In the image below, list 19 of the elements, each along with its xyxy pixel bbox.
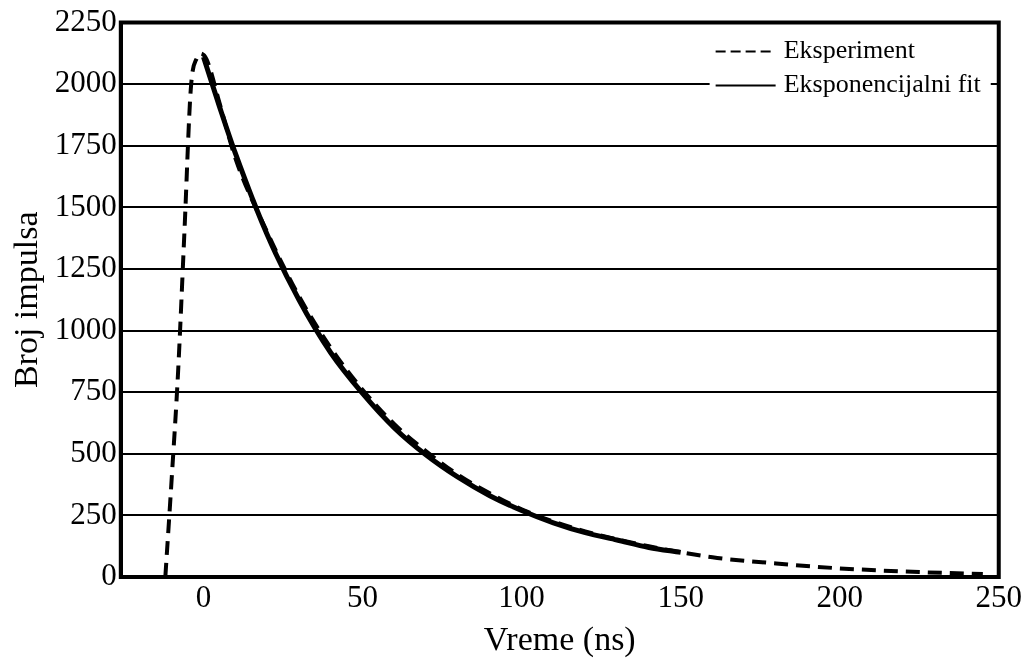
y-tick-label: 1500	[54, 187, 117, 223]
x-axis-title: Vreme (ns)	[483, 619, 636, 658]
y-tick-label: 1250	[54, 249, 117, 285]
x-tick-label: 50	[347, 578, 379, 614]
x-tick-label: 150	[657, 578, 704, 614]
y-tick-label: 250	[70, 495, 117, 531]
y-tick-label: 500	[70, 433, 117, 469]
x-tick-label: 100	[498, 578, 545, 614]
x-tick-label: 250	[975, 578, 1022, 614]
x-tick-label: 200	[816, 578, 863, 614]
y-tick-label: 2000	[54, 64, 117, 100]
x-tick-label: 0	[195, 578, 212, 614]
legend-label: Eksperiment	[783, 35, 916, 65]
y-axis-title: Broj impulsa	[7, 211, 45, 389]
y-tick-label: 750	[70, 372, 117, 408]
y-tick-label: 1000	[54, 310, 117, 346]
legend-label: Eksponencijalni fit	[783, 69, 982, 99]
y-tick-label: 2250	[54, 2, 117, 38]
y-tick-label: 1750	[54, 125, 117, 161]
